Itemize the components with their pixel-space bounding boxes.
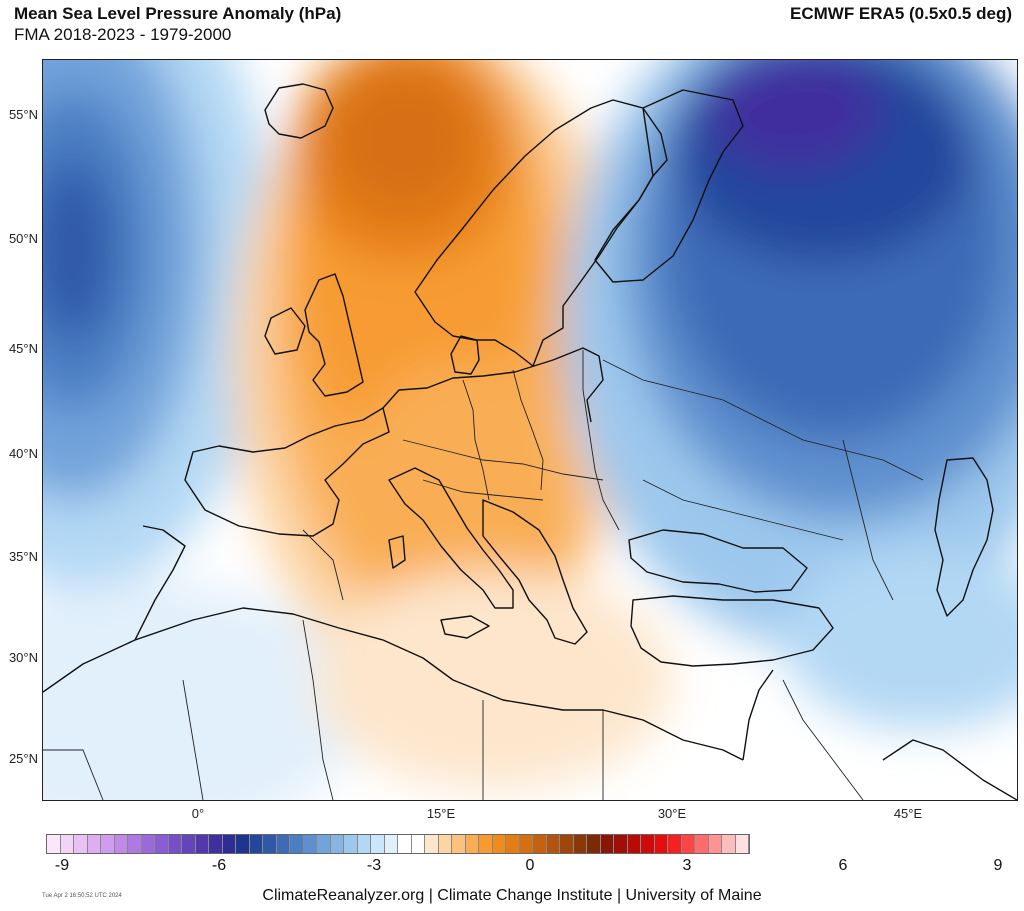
colorbar-swatch (641, 835, 655, 853)
colorbar-swatch (47, 835, 61, 853)
colorbar-swatch (722, 835, 736, 853)
colorbar-swatch (222, 835, 236, 853)
timestamp: Tue Apr 2 16:50:52 UTC 2024 (42, 893, 122, 899)
lat-label-25n: 25°N (8, 751, 38, 766)
data-source: ECMWF ERA5 (0.5x0.5 deg) (790, 4, 1012, 23)
colorbar-swatch (290, 835, 304, 853)
colorbar-swatch (330, 835, 344, 853)
colorbar-swatch (182, 835, 196, 853)
colorbar-swatch (627, 835, 641, 853)
colorbar-swatch (465, 835, 479, 853)
colorbar-swatch (546, 835, 560, 853)
colorbar-swatch (249, 835, 263, 853)
colorbar-swatch (654, 835, 668, 853)
colorbar-swatch (708, 835, 722, 853)
lat-label-40n: 40°N (8, 446, 38, 461)
lat-label-30n: 30°N (8, 650, 38, 665)
colorbar-tick: 6 (838, 857, 848, 874)
colorbar-swatch (398, 835, 412, 853)
colorbar-swatch (195, 835, 209, 853)
colorbar-swatch (438, 835, 452, 853)
colorbar-swatch (681, 835, 695, 853)
colorbar-swatch (695, 835, 709, 853)
colorbar-swatch (492, 835, 506, 853)
credit-line: ClimateReanalyzer.org | Climate Change I… (262, 887, 762, 904)
colorbar-swatch (357, 835, 371, 853)
colorbar-swatch (735, 835, 749, 853)
colorbar-swatch (60, 835, 74, 853)
colorbar-tick: 9 (993, 857, 1003, 874)
colorbar-tick: -3 (366, 857, 382, 874)
colorbar-swatch (141, 835, 155, 853)
map-panel (42, 59, 1018, 801)
colorbar-tick: -9 (54, 857, 70, 874)
colorbar-swatch (303, 835, 317, 853)
colorbar-swatch (317, 835, 331, 853)
coastlines (43, 83, 1017, 800)
colorbar-swatch (560, 835, 574, 853)
lon-label-45e: 45°E (893, 806, 923, 821)
colorbar-swatch (74, 835, 88, 853)
colorbar-swatch (168, 835, 182, 853)
lat-label-45n: 45°N (8, 341, 38, 356)
lon-label-30e: 30°E (657, 806, 687, 821)
colorbar-swatch (101, 835, 115, 853)
colorbar-swatch (209, 835, 223, 853)
colorbar (46, 834, 750, 854)
colorbar-swatch (600, 835, 614, 853)
colorbar-swatch (425, 835, 439, 853)
map-title: Mean Sea Level Pressure Anomaly (hPa) (14, 4, 342, 23)
colorbar-swatch (344, 835, 358, 853)
colorbar-swatch (506, 835, 520, 853)
colorbar-swatch (371, 835, 385, 853)
anomaly-map (43, 60, 1017, 800)
colorbar-swatch (411, 835, 425, 853)
lon-label-0: 0° (191, 806, 205, 821)
colorbar-tick: 3 (682, 857, 692, 874)
colorbar-swatch (573, 835, 587, 853)
colorbar-tick: -6 (211, 857, 227, 874)
anomaly-field (43, 60, 1017, 800)
country-borders (43, 350, 924, 800)
colorbar-swatch (87, 835, 101, 853)
colorbar-swatch (384, 835, 398, 853)
colorbar-swatch (519, 835, 533, 853)
lat-label-55n: 55°N (8, 107, 38, 122)
lat-label-35n: 35°N (8, 549, 38, 564)
colorbar-swatch (236, 835, 250, 853)
colorbar-swatch (128, 835, 142, 853)
lon-label-15e: 15°E (426, 806, 456, 821)
colorbar-swatch (587, 835, 601, 853)
colorbar-swatch (276, 835, 290, 853)
colorbar-tick: 0 (525, 857, 535, 874)
colorbar-swatch (533, 835, 547, 853)
colorbar-swatch (479, 835, 493, 853)
colorbar-swatch (614, 835, 628, 853)
lat-label-50n: 50°N (8, 231, 38, 246)
colorbar-swatch (452, 835, 466, 853)
colorbar-swatch (668, 835, 682, 853)
colorbar-swatch (263, 835, 277, 853)
colorbar-swatch (114, 835, 128, 853)
map-subtitle: FMA 2018-2023 - 1979-2000 (14, 25, 232, 44)
colorbar-swatch (155, 835, 169, 853)
